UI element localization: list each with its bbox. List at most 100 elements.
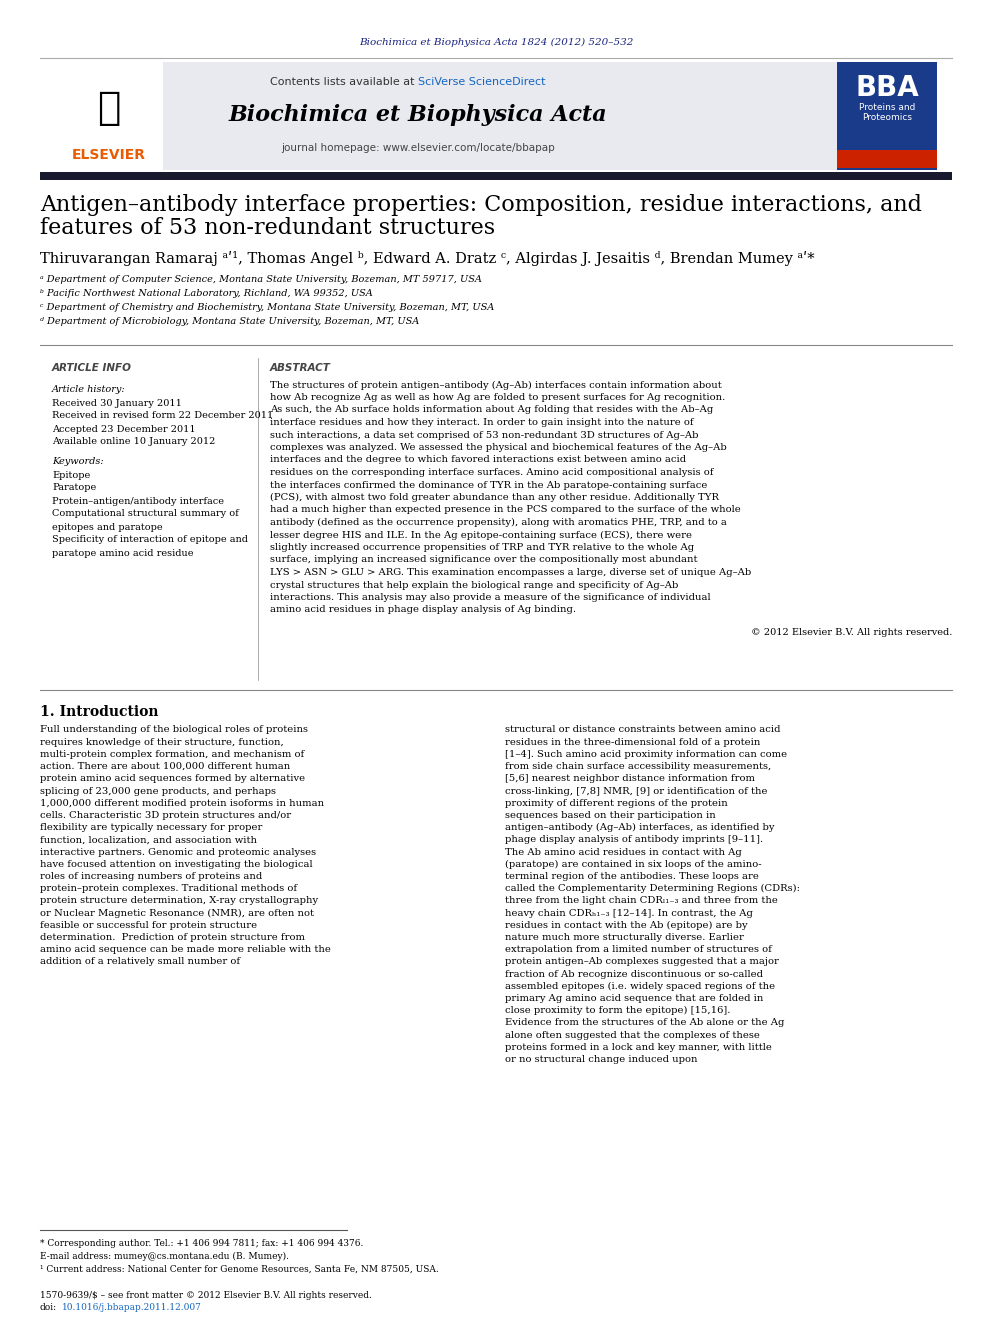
Text: SciVerse ScienceDirect: SciVerse ScienceDirect [418, 77, 546, 87]
Text: Antigen–antibody interface properties: Composition, residue interactions, and: Antigen–antibody interface properties: C… [40, 194, 922, 216]
Text: Evidence from the structures of the Ab alone or the Ag: Evidence from the structures of the Ab a… [505, 1019, 785, 1027]
Text: ELSEVIER: ELSEVIER [72, 148, 146, 161]
Text: Accepted 23 December 2011: Accepted 23 December 2011 [52, 425, 195, 434]
Text: surface, implying an increased significance over the compositionally most abunda: surface, implying an increased significa… [270, 556, 697, 565]
Text: ABSTRACT: ABSTRACT [270, 363, 331, 373]
Text: epitopes and paratope: epitopes and paratope [52, 523, 163, 532]
Bar [40, 172, 952, 180]
Text: Article history:: Article history: [52, 385, 126, 394]
Text: primary Ag amino acid sequence that are folded in: primary Ag amino acid sequence that are … [505, 994, 764, 1003]
Text: journal homepage: www.elsevier.com/locate/bbapap: journal homepage: www.elsevier.com/locat… [281, 143, 555, 153]
Text: had a much higher than expected presence in the PCS compared to the surface of t: had a much higher than expected presence… [270, 505, 741, 515]
Text: feasible or successful for protein structure: feasible or successful for protein struc… [40, 921, 257, 930]
Text: function, localization, and association with: function, localization, and association … [40, 835, 257, 844]
Text: structural or distance constraints between amino acid: structural or distance constraints betwe… [505, 725, 781, 734]
Text: E-mail address: mumey@cs.montana.edu (B. Mumey).: E-mail address: mumey@cs.montana.edu (B.… [40, 1252, 289, 1261]
Text: antibody (defined as the occurrence propensity), along with aromatics PHE, TRP, : antibody (defined as the occurrence prop… [270, 517, 727, 527]
Text: (paratope) are contained in six loops of the amino-: (paratope) are contained in six loops of… [505, 860, 762, 869]
Text: interface residues and how they interact. In order to gain insight into the natu: interface residues and how they interact… [270, 418, 693, 427]
Text: Biochimica et Biophysica Acta 1824 (2012) 520–532: Biochimica et Biophysica Acta 1824 (2012… [359, 37, 633, 46]
Text: three from the light chain CDRₗ₁₋₃ and three from the: three from the light chain CDRₗ₁₋₃ and t… [505, 896, 778, 905]
Text: alone often suggested that the complexes of these: alone often suggested that the complexes… [505, 1031, 760, 1040]
Text: requires knowledge of their structure, function,: requires knowledge of their structure, f… [40, 738, 284, 746]
Text: terminal region of the antibodies. These loops are: terminal region of the antibodies. These… [505, 872, 759, 881]
Text: proteins formed in a lock and key manner, with little: proteins formed in a lock and key manner… [505, 1043, 772, 1052]
Text: residues in contact with the Ab (epitope) are by: residues in contact with the Ab (epitope… [505, 921, 748, 930]
Text: protein–protein complexes. Traditional methods of: protein–protein complexes. Traditional m… [40, 884, 298, 893]
Text: Specificity of interaction of epitope and: Specificity of interaction of epitope an… [52, 536, 248, 545]
Text: amino acid sequence can be made more reliable with the: amino acid sequence can be made more rel… [40, 945, 331, 954]
Text: Proteomics: Proteomics [862, 114, 912, 123]
Text: As such, the Ab surface holds information about Ag folding that resides with the: As such, the Ab surface holds informatio… [270, 406, 713, 414]
Text: close proximity to form the epitope) [15,16].: close proximity to form the epitope) [15… [505, 1005, 730, 1015]
Text: amino acid residues in phage display analysis of Ag binding.: amino acid residues in phage display ana… [270, 606, 576, 614]
Text: have focused attention on investigating the biological: have focused attention on investigating … [40, 860, 312, 869]
Text: crystal structures that help explain the biological range and specificity of Ag–: crystal structures that help explain the… [270, 581, 679, 590]
Text: doi:: doi: [40, 1303, 58, 1312]
Text: 10.1016/j.bbapap.2011.12.007: 10.1016/j.bbapap.2011.12.007 [62, 1303, 202, 1312]
Text: splicing of 23,000 gene products, and perhaps: splicing of 23,000 gene products, and pe… [40, 786, 276, 795]
Text: ARTICLE INFO: ARTICLE INFO [52, 363, 132, 373]
Text: sequences based on their participation in: sequences based on their participation i… [505, 811, 716, 820]
Bar [837, 149, 937, 168]
Text: ᵈ Department of Microbiology, Montana State University, Bozeman, MT, USA: ᵈ Department of Microbiology, Montana St… [40, 318, 420, 327]
Text: or no structural change induced upon: or no structural change induced upon [505, 1054, 697, 1064]
Text: how Ab recognize Ag as well as how Ag are folded to present surfaces for Ag reco: how Ab recognize Ag as well as how Ag ar… [270, 393, 725, 402]
Text: © 2012 Elsevier B.V. All rights reserved.: © 2012 Elsevier B.V. All rights reserved… [751, 628, 952, 636]
Text: fraction of Ab recognize discontinuous or so-called: fraction of Ab recognize discontinuous o… [505, 970, 763, 979]
Text: 🌳: 🌳 [97, 89, 121, 127]
Text: * Corresponding author. Tel.: +1 406 994 7811; fax: +1 406 994 4376.: * Corresponding author. Tel.: +1 406 994… [40, 1238, 363, 1248]
Text: The structures of protein antigen–antibody (Ag–Ab) interfaces contain informatio: The structures of protein antigen–antibo… [270, 381, 722, 389]
Text: heavy chain CDRₕ₁₋₃ [12–14]. In contrast, the Ag: heavy chain CDRₕ₁₋₃ [12–14]. In contrast… [505, 909, 753, 917]
Text: ᶜ Department of Chemistry and Biochemistry, Montana State University, Bozeman, M: ᶜ Department of Chemistry and Biochemist… [40, 303, 494, 312]
Text: such interactions, a data set comprised of 53 non-redundant 3D structures of Ag–: such interactions, a data set comprised … [270, 430, 698, 439]
Text: residues on the corresponding interface surfaces. Amino acid compositional analy: residues on the corresponding interface … [270, 468, 713, 478]
Text: The Ab amino acid residues in contact with Ag: The Ab amino acid residues in contact wi… [505, 848, 742, 856]
Bar [837, 62, 937, 169]
Text: Received 30 January 2011: Received 30 January 2011 [52, 398, 182, 407]
Text: Protein–antigen/antibody interface: Protein–antigen/antibody interface [52, 496, 224, 505]
Text: flexibility are typically necessary for proper: flexibility are typically necessary for … [40, 823, 262, 832]
Text: Epitope: Epitope [52, 471, 90, 479]
Text: residues in the three-dimensional fold of a protein: residues in the three-dimensional fold o… [505, 738, 761, 746]
Bar [55, 62, 163, 169]
Text: complexes was analyzed. We assessed the physical and biochemical features of the: complexes was analyzed. We assessed the … [270, 443, 727, 452]
Text: ᵃ Department of Computer Science, Montana State University, Bozeman, MT 59717, U: ᵃ Department of Computer Science, Montan… [40, 275, 482, 284]
Text: antigen–antibody (Ag–Ab) interfaces, as identified by: antigen–antibody (Ag–Ab) interfaces, as … [505, 823, 775, 832]
Text: Contents lists available at: Contents lists available at [270, 77, 418, 87]
Text: 1,000,000 different modified protein isoforms in human: 1,000,000 different modified protein iso… [40, 799, 324, 808]
Text: from side chain surface accessibility measurements,: from side chain surface accessibility me… [505, 762, 771, 771]
Text: protein structure determination, X-ray crystallography: protein structure determination, X-ray c… [40, 896, 318, 905]
Text: lesser degree HIS and ILE. In the Ag epitope-containing surface (ECS), there wer: lesser degree HIS and ILE. In the Ag epi… [270, 531, 692, 540]
Text: cross-linking, [7,8] NMR, [9] or identification of the: cross-linking, [7,8] NMR, [9] or identif… [505, 786, 768, 795]
Text: Paratope: Paratope [52, 483, 96, 492]
Text: [5,6] nearest neighbor distance information from: [5,6] nearest neighbor distance informat… [505, 774, 755, 783]
Text: Keywords:: Keywords: [52, 458, 103, 467]
Text: nature much more structurally diverse. Earlier: nature much more structurally diverse. E… [505, 933, 744, 942]
Text: interactive partners. Genomic and proteomic analyses: interactive partners. Genomic and proteo… [40, 848, 316, 856]
Text: the interfaces confirmed the dominance of TYR in the Ab paratope-containing surf: the interfaces confirmed the dominance o… [270, 480, 707, 490]
Text: protein antigen–Ab complexes suggested that a major: protein antigen–Ab complexes suggested t… [505, 958, 779, 966]
Text: (PCS), with almost two fold greater abundance than any other residue. Additional: (PCS), with almost two fold greater abun… [270, 493, 719, 501]
Text: cells. Characteristic 3D protein structures and/or: cells. Characteristic 3D protein structu… [40, 811, 291, 820]
Text: interactions. This analysis may also provide a measure of the significance of in: interactions. This analysis may also pro… [270, 593, 710, 602]
Text: Received in revised form 22 December 2011: Received in revised form 22 December 201… [52, 411, 273, 421]
Text: slightly increased occurrence propensities of TRP and TYR relative to the whole : slightly increased occurrence propensiti… [270, 542, 694, 552]
Text: Proteins and: Proteins and [859, 103, 916, 112]
Text: extrapolation from a limited number of structures of: extrapolation from a limited number of s… [505, 945, 772, 954]
Text: interfaces and the degree to which favored interactions exist between amino acid: interfaces and the degree to which favor… [270, 455, 686, 464]
Text: action. There are about 100,000 different human: action. There are about 100,000 differen… [40, 762, 291, 771]
Text: 1. Introduction: 1. Introduction [40, 705, 159, 718]
Text: protein amino acid sequences formed by alternative: protein amino acid sequences formed by a… [40, 774, 306, 783]
Text: or Nuclear Magnetic Resonance (NMR), are often not: or Nuclear Magnetic Resonance (NMR), are… [40, 909, 314, 918]
Text: [1–4]. Such amino acid proximity information can come: [1–4]. Such amino acid proximity informa… [505, 750, 787, 759]
Text: features of 53 non-redundant structures: features of 53 non-redundant structures [40, 217, 495, 239]
Text: ¹ Current address: National Center for Genome Resources, Santa Fe, NM 87505, USA: ¹ Current address: National Center for G… [40, 1265, 438, 1274]
Text: Thiruvarangan Ramaraj ᵃʹ¹, Thomas Angel ᵇ, Edward A. Dratz ᶜ, Algirdas J. Jesait: Thiruvarangan Ramaraj ᵃʹ¹, Thomas Angel … [40, 250, 814, 266]
Text: phage display analysis of antibody imprints [9–11].: phage display analysis of antibody impri… [505, 835, 763, 844]
Text: called the Complementarity Determining Regions (CDRs):: called the Complementarity Determining R… [505, 884, 800, 893]
Text: determination.  Prediction of protein structure from: determination. Prediction of protein str… [40, 933, 305, 942]
Text: BBA: BBA [855, 74, 919, 102]
Text: LYS > ASN > GLU > ARG. This examination encompasses a large, diverse set of uniq: LYS > ASN > GLU > ARG. This examination … [270, 568, 751, 577]
Text: ᵇ Pacific Northwest National Laboratory, Richland, WA 99352, USA: ᵇ Pacific Northwest National Laboratory,… [40, 290, 373, 299]
